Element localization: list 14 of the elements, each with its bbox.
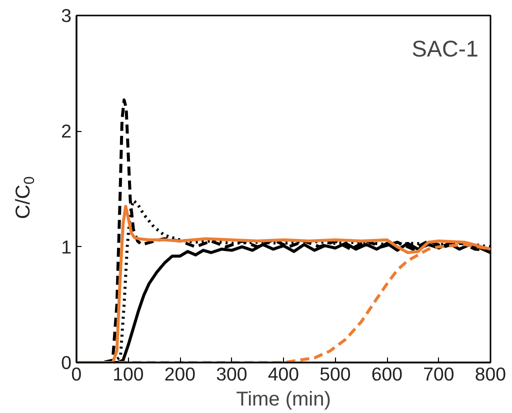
x-tick-label: 800	[474, 364, 506, 384]
x-tick-label: 300	[216, 364, 248, 384]
y-tick-label: 2	[61, 120, 72, 142]
x-axis-title: Time (min)	[236, 388, 331, 410]
y-tick-label: 3	[61, 5, 72, 26]
y-axis-title: C/C0	[12, 176, 38, 219]
x-tick-label: 100	[112, 364, 144, 384]
annotation: SAC-1	[412, 36, 479, 62]
x-tick-label: 600	[371, 364, 403, 384]
y-tick-label: 1	[61, 236, 72, 258]
x-tick-label: 200	[164, 364, 196, 384]
x-tick-label: 700	[423, 364, 454, 384]
x-tick-label: 400	[268, 364, 300, 384]
x-tick-label: 500	[320, 364, 351, 384]
